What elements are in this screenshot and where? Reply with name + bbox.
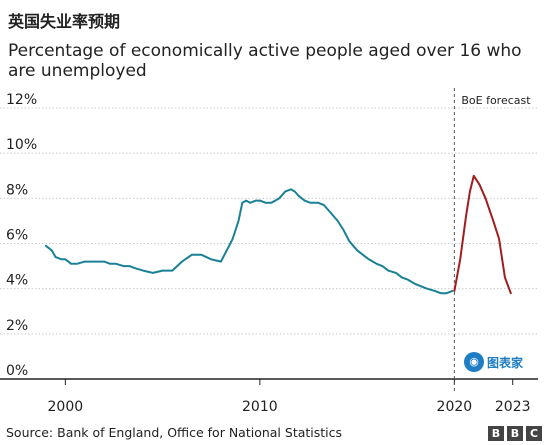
forecast-label: BoE forecast xyxy=(461,94,531,107)
x-tick-label: 2023 xyxy=(495,399,531,415)
watermark-text: 图表家 xyxy=(487,355,524,370)
bbc-logo: B B C xyxy=(488,426,542,441)
actual-series-line xyxy=(44,188,454,295)
y-tick-label: 12% xyxy=(6,92,37,108)
chart-subtitle: Percentage of economically active people… xyxy=(8,41,522,81)
x-tick-label: 2020 xyxy=(437,399,473,415)
y-tick-label: 10% xyxy=(6,137,37,153)
y-tick-label: 0% xyxy=(6,363,28,379)
bbc-logo-letter: C xyxy=(526,426,542,441)
x-tick-label: 2000 xyxy=(48,399,84,415)
bbc-logo-letter: B xyxy=(507,426,523,441)
watermark: ◉ 图表家 xyxy=(464,352,523,372)
bbc-logo-letter: B xyxy=(488,426,504,441)
forecast-series-line xyxy=(453,174,512,295)
y-tick-label: 2% xyxy=(6,318,28,334)
watermark-icon: ◉ xyxy=(464,352,484,372)
chart-title: 英国失业率预期 xyxy=(8,12,121,31)
y-tick-label: 4% xyxy=(6,273,28,289)
x-tick-label: 2010 xyxy=(242,399,278,415)
y-tick-label: 6% xyxy=(6,228,28,244)
y-tick-label: 8% xyxy=(6,182,28,198)
source-note: Source: Bank of England, Office for Nati… xyxy=(6,425,343,440)
